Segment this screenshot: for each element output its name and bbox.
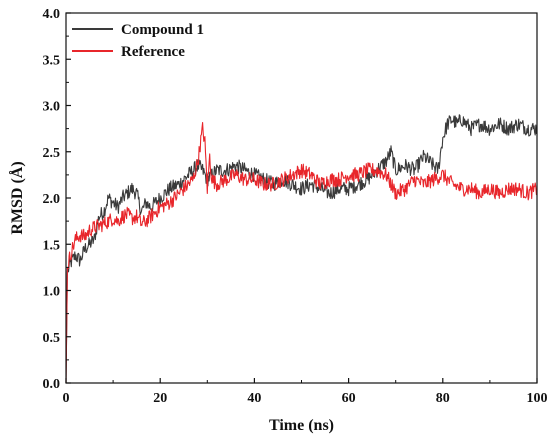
y-tick-label: 4.0 xyxy=(43,7,61,22)
y-tick-label: 3.0 xyxy=(43,100,61,115)
y-tick-label: 0.5 xyxy=(43,331,61,346)
x-tick-label: 20 xyxy=(153,391,167,406)
y-tick-label: 2.0 xyxy=(43,192,61,207)
x-tick-label: 0 xyxy=(63,391,70,406)
legend: Compound 1 Reference xyxy=(72,22,204,60)
y-tick-label: 1.5 xyxy=(43,238,61,253)
y-tick-label: 3.5 xyxy=(43,53,61,68)
legend-label-0: Compound 1 xyxy=(121,22,204,38)
x-tick-label: 60 xyxy=(342,391,356,406)
x-tick-label: 80 xyxy=(436,391,450,406)
legend-label-1: Reference xyxy=(121,44,185,60)
y-axis-title: RMSD (Å) xyxy=(8,161,26,234)
series-layer xyxy=(65,114,538,384)
x-tick-label: 100 xyxy=(527,391,548,406)
plot-frame xyxy=(65,12,538,384)
x-tick-label: 40 xyxy=(247,391,261,406)
y-tick-label: 0.0 xyxy=(43,377,61,392)
axes-layer: 0 20 40 60 80 100 0.0 0.5 1.0 1.5 2.0 2.5 3.0 3.5 4.0 xyxy=(43,7,548,406)
y-tick-label: 2.5 xyxy=(43,146,61,161)
y-tick-label: 1.0 xyxy=(43,285,61,300)
series-line-0 xyxy=(65,114,538,384)
x-axis-title: Time (ns) xyxy=(269,417,334,434)
series-line-1 xyxy=(65,121,538,384)
